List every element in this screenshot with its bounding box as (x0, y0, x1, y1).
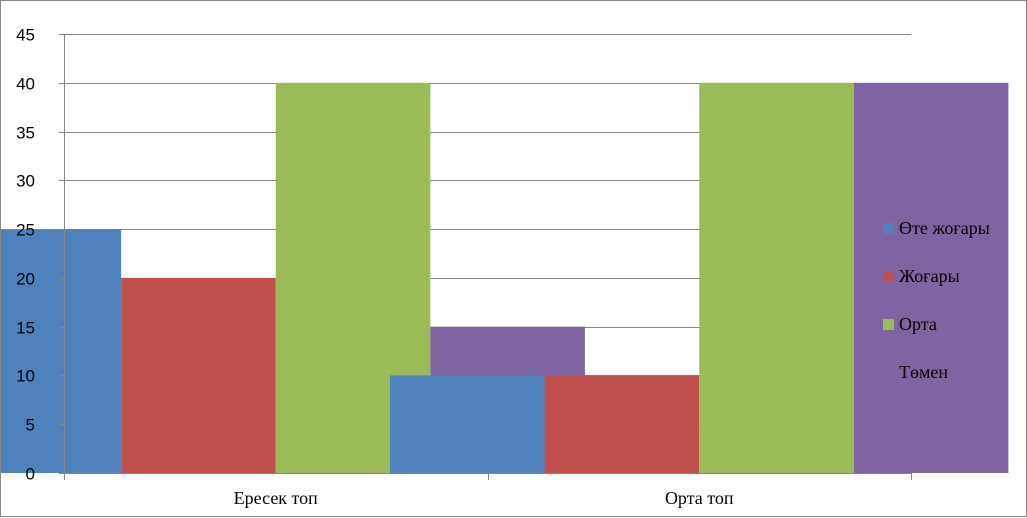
x-tick-label: Орта топ (665, 488, 734, 508)
x-tick-labels: Ересек топ Орта топ (234, 488, 734, 508)
legend-label: Өте жоғары (899, 218, 990, 238)
bar-1-2 (121, 277, 276, 473)
bar-2-3 (699, 82, 854, 474)
legend-label: Орта (899, 314, 937, 334)
y-tick-label: 5 (26, 416, 35, 435)
bar-2-2 (544, 375, 700, 473)
legend-swatch (883, 367, 894, 378)
bar-2-4 (853, 82, 1009, 474)
legend-label: Жоғары (899, 266, 960, 286)
bar-1-1 (1, 229, 122, 473)
x-tick-label: Ересек топ (234, 488, 319, 508)
y-tick-label: 10 (16, 367, 35, 386)
legend-label: Төмен (899, 362, 948, 382)
legend-swatch (883, 319, 894, 330)
legend-swatch (883, 223, 894, 234)
y-tick-label: 30 (16, 172, 35, 191)
legend: Өте жоғары Жоғары Орта Төмен (883, 218, 990, 382)
bar-2-1 (390, 375, 545, 473)
y-tick-labels: 0 5 10 15 20 25 30 35 40 45 (16, 26, 35, 484)
y-tick-label: 15 (16, 319, 35, 338)
axes (59, 34, 912, 480)
y-tick-label: 40 (16, 75, 35, 94)
bars (1, 82, 1009, 474)
y-tick-label: 35 (16, 124, 35, 143)
y-tick-label: 45 (16, 26, 35, 45)
y-tick-label: 0 (26, 465, 35, 484)
y-tick-label: 25 (16, 221, 35, 240)
legend-swatch (883, 271, 894, 282)
y-tick-label: 20 (16, 270, 35, 289)
